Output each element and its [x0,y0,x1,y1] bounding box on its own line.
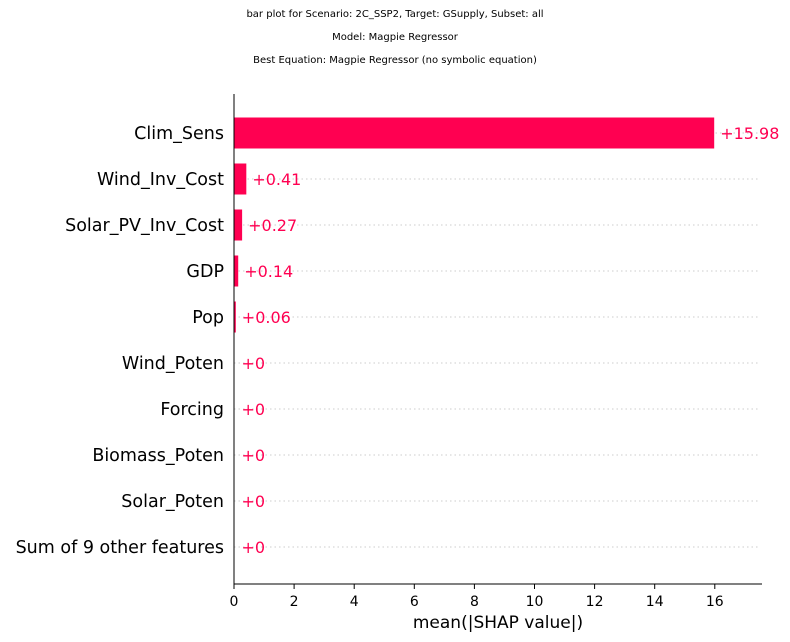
feature-label: Solar_Poten [121,492,224,512]
value-label: +0 [242,492,266,511]
bar [234,255,239,287]
bar [234,209,243,241]
x-tick-label: 12 [586,594,604,610]
x-tick-label: 8 [470,594,479,610]
feature-label: Forcing [160,400,224,420]
title-line-2: Model: Magpie Regressor [332,32,458,43]
x-tick-label: 16 [706,594,724,610]
bar [234,163,247,195]
value-label: +0 [242,538,266,557]
x-tick-label: 0 [230,594,239,610]
feature-label: Wind_Inv_Cost [97,170,224,190]
axes: 0 2 4 6 8 10 12 14 16 mean(|SHAP value|) [230,94,762,633]
value-label: +0.06 [242,308,291,327]
x-tick-label: 2 [290,594,299,610]
value-label: +15.98 [720,124,779,143]
bars [234,117,715,333]
feature-label: Wind_Poten [122,354,224,374]
title-line-3: Best Equation: Magpie Regressor (no symb… [253,55,537,66]
bar [234,117,715,149]
x-tick-label: 14 [646,594,664,610]
x-tick-label: 6 [410,594,419,610]
feature-label: GDP [186,262,224,282]
value-label: +0 [242,354,266,373]
value-label: +0.41 [252,170,301,189]
x-tick-label: 4 [350,594,359,610]
feature-labels: Clim_Sens Wind_Inv_Cost Solar_PV_Inv_Cost G… [16,124,225,558]
feature-label: Pop [192,308,224,328]
bar [234,301,236,333]
x-axis-label: mean(|SHAP value|) [413,613,583,633]
feature-label: Biomass_Poten [92,446,224,466]
value-label: +0 [242,400,266,419]
value-label: +0.14 [244,262,293,281]
feature-label: Sum of 9 other features [16,538,224,558]
value-label: +0.27 [248,216,297,235]
feature-label: Solar_PV_Inv_Cost [65,216,224,236]
title-line-1: bar plot for Scenario: 2C_SSP2, Target: … [246,9,544,20]
feature-label: Clim_Sens [134,124,224,144]
x-tick-label: 10 [526,594,544,610]
value-label: +0 [242,446,266,465]
grid-lines [234,132,760,548]
value-labels: +15.98 +0.41 +0.27 +0.14 +0.06 +0 +0 +0 +0 +0 [242,124,780,557]
